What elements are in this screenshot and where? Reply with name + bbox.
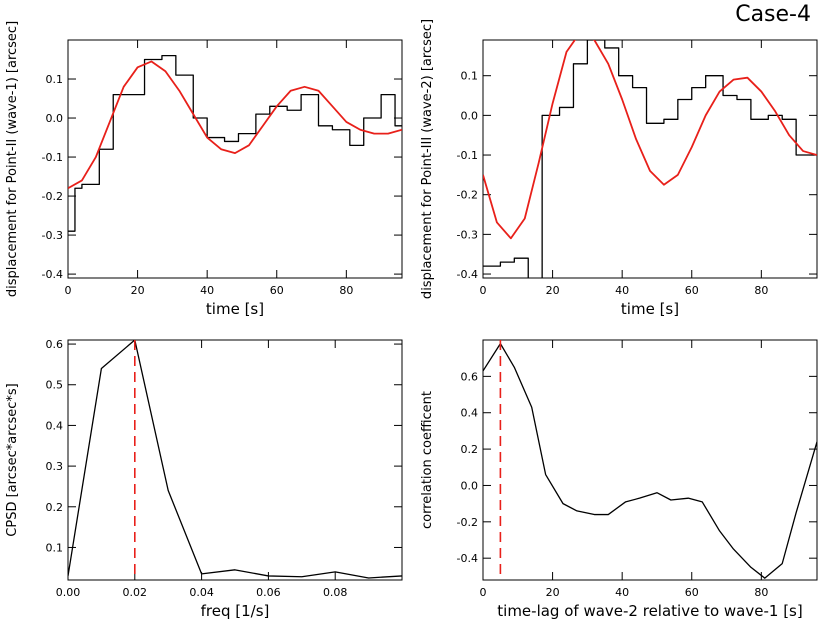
case-label: Case-4: [735, 2, 811, 27]
plot-frame: [67, 39, 403, 279]
y-tick-label: 0.5: [46, 379, 64, 392]
x-tick-label: 40: [615, 586, 629, 599]
y-tick-label: 0.4: [461, 407, 479, 420]
y-tick-label: 0.3: [46, 460, 64, 473]
x-axis-label: time [s]: [621, 300, 679, 318]
y-tick-label: 0.2: [461, 443, 479, 456]
panel-top-right: 0 20 40 60 80 -0.4 -0.3 -0.2 -0.1 0.0 0.1 time [s] d…: [420, 19, 818, 318]
panel-top-left: 0 20 40 60 80 -0.4 -0.3 -0.2 -0.1 0.0 0.1 time [s] d…: [5, 21, 403, 318]
x-tick-label: 0: [65, 284, 72, 297]
y-axis-label: CPSD [arcsec*arcsec*s]: [5, 383, 20, 536]
x-tick-label: 20: [131, 284, 145, 297]
x-tick-label: 80: [754, 586, 768, 599]
plot-area: [483, 340, 817, 580]
y-axis-label: displacement for Point-III (wave-2) [arc…: [420, 19, 435, 299]
plot-frame: [67, 339, 403, 581]
x-tick-label: 20: [546, 586, 560, 599]
y-tick-label: 0.1: [46, 73, 64, 86]
x-axis-label: freq [1/s]: [201, 602, 270, 620]
x-tick-label: 0.08: [323, 586, 348, 599]
y-tick-label: -0.1: [457, 149, 478, 162]
y-tick-label: 0.0: [461, 109, 479, 122]
plot-area: [483, 40, 817, 278]
x-tick-label: 0.00: [56, 586, 81, 599]
plot-area: [68, 340, 402, 580]
data-step-line: [483, 40, 817, 278]
y-tick-label: 0.1: [461, 70, 479, 83]
y-tick-label: 0.1: [46, 541, 64, 554]
y-tick-label: 0.4: [46, 419, 64, 432]
panel-bottom-left: 0.00 0.02 0.04 0.06 0.08 0.1 0.2 0.3 0.4 0.5 0.6 fr…: [5, 338, 403, 620]
plot-frame: [482, 39, 818, 279]
x-tick-label: 0.04: [189, 586, 214, 599]
x-tick-label: 60: [685, 586, 699, 599]
y-tick-label: 0.6: [461, 370, 479, 383]
x-tick-label: 40: [200, 284, 214, 297]
x-tick-label: 20: [546, 284, 560, 297]
y-tick-label: -0.4: [457, 268, 478, 281]
x-tick-label: 60: [270, 284, 284, 297]
x-axis-label: time [s]: [206, 300, 264, 318]
y-tick-label: -0.2: [457, 189, 478, 202]
y-tick-label: -0.4: [42, 268, 63, 281]
panel-bottom-right: 0 20 40 60 80 -0.4 -0.2 0.0 0.2 0.4 0.6 time-lag of…: [420, 339, 818, 620]
data-line: [68, 340, 402, 579]
y-axis-label: correlation coefficent: [420, 391, 435, 529]
y-tick-label: 0.0: [461, 479, 479, 492]
fit-curve: [483, 40, 817, 240]
data-step-line: [68, 54, 402, 232]
y-tick-label: 0.6: [46, 338, 64, 351]
x-tick-label: 0.06: [256, 586, 281, 599]
x-tick-label: 80: [339, 284, 353, 297]
x-tick-label: 0: [480, 284, 487, 297]
y-tick-label: -0.1: [42, 151, 63, 164]
y-tick-label: 0.2: [46, 501, 64, 514]
y-tick-label: -0.2: [457, 516, 478, 529]
y-axis-label: displacement for Point-II (wave-1) [arcs…: [5, 21, 20, 297]
y-tick-label: -0.3: [457, 228, 478, 241]
data-line: [483, 342, 817, 579]
y-tick-label: 0.0: [46, 112, 64, 125]
y-tick-label: -0.4: [457, 552, 478, 565]
x-tick-label: 40: [615, 284, 629, 297]
x-axis-label: time-lag of wave-2 relative to wave-1 [s…: [497, 602, 802, 620]
x-tick-label: 0: [480, 586, 487, 599]
x-tick-label: 0.02: [123, 586, 148, 599]
plot-area: [68, 54, 402, 232]
fit-curve: [68, 60, 402, 190]
y-tick-label: -0.3: [42, 229, 63, 242]
y-tick-label: -0.2: [42, 190, 63, 203]
x-tick-label: 80: [754, 284, 768, 297]
plot-frame: [482, 339, 818, 581]
x-tick-label: 60: [685, 284, 699, 297]
